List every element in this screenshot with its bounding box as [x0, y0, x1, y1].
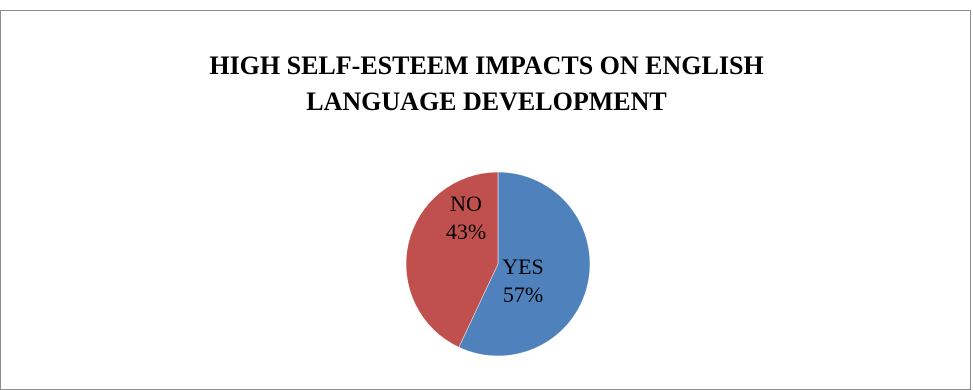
chart-title: HIGH SELF-ESTEEM IMPACTS ON ENGLISH LANG…: [0, 48, 973, 120]
pie-slice-no: [405, 171, 499, 348]
data-label-category: NO: [450, 191, 482, 216]
pie-chart: YES 57% NO 43%: [405, 171, 591, 357]
chart-title-line-1: HIGH SELF-ESTEEM IMPACTS ON ENGLISH: [209, 51, 764, 80]
data-label-category: YES: [502, 254, 544, 279]
data-label-yes: YES 57%: [502, 254, 544, 307]
chart-title-line-2: LANGUAGE DEVELOPMENT: [306, 87, 667, 116]
data-label-percent: 57%: [503, 282, 543, 307]
data-label-percent: 43%: [446, 219, 486, 244]
pie-slice-yes: [458, 171, 591, 357]
data-label-no: NO 43%: [446, 191, 486, 244]
